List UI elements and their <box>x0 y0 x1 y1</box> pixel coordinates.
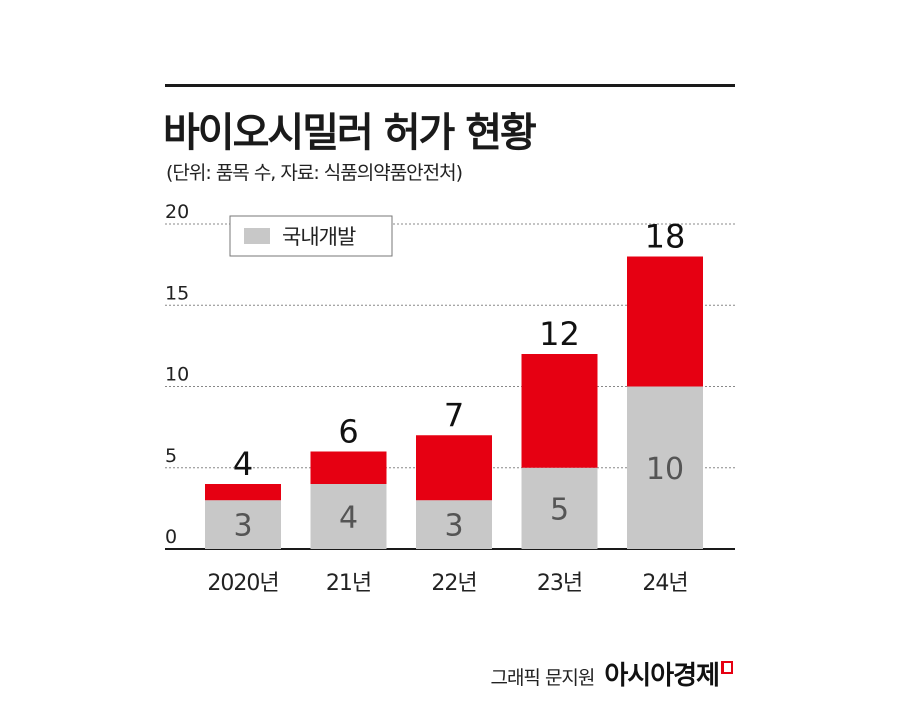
bar-domestic-0 <box>205 500 281 549</box>
bar-domestic-1 <box>310 484 387 549</box>
bar-domestic-4 <box>627 386 703 549</box>
domestic-value-label: 5 <box>550 492 569 527</box>
bar-other-4 <box>627 256 703 387</box>
label-layer: 0 5 10 15 20 3 4 2020년 4 6 21년 3 7 22년 5 12 23년 10 18 24년 <box>165 201 689 596</box>
x-tick-label: 22년 <box>431 571 476 596</box>
chart-subtitle: (단위: 품목 수, 자료: 식품의약품안전처) <box>166 162 463 184</box>
graphic-credit: 그래픽 문지원 <box>490 667 595 689</box>
bar-domestic-2 <box>416 500 492 549</box>
x-tick-label: 2020년 <box>207 571 278 596</box>
legend-box <box>229 215 393 257</box>
credit: 그래픽 문지원 아시아경제 <box>490 655 733 692</box>
top-rule <box>165 84 735 87</box>
chart-title: 바이오시밀러 허가 현황 <box>163 110 537 156</box>
bar-other-2 <box>416 435 492 501</box>
total-value-label: 6 <box>338 413 358 451</box>
legend-swatch <box>244 228 270 244</box>
total-value-label: 18 <box>645 218 686 256</box>
y-tick-label: 10 <box>165 364 189 386</box>
bar-other-1 <box>310 451 387 484</box>
domestic-value-label: 10 <box>646 452 684 487</box>
y-tick-label: 5 <box>165 445 177 467</box>
y-tick-label: 0 <box>165 526 177 548</box>
total-value-label: 12 <box>539 315 580 353</box>
x-tick-label: 21년 <box>326 571 371 596</box>
brand-logo: 아시아경제 <box>604 655 733 692</box>
bar-domestic-3 <box>521 467 598 549</box>
domestic-value-label: 4 <box>339 501 358 536</box>
brand-mark-icon <box>721 661 733 674</box>
brand-name: 아시아경제 <box>604 661 720 691</box>
domestic-value-label: 3 <box>233 509 252 544</box>
bar-other-3 <box>521 354 598 468</box>
total-value-label: 7 <box>444 396 464 434</box>
x-tick-label: 23년 <box>537 571 582 596</box>
y-tick-label: 20 <box>165 201 189 223</box>
bar-other-0 <box>205 484 281 501</box>
y-tick-label: 15 <box>165 282 189 304</box>
domestic-value-label: 3 <box>444 509 463 544</box>
x-tick-label: 24년 <box>642 571 687 596</box>
legend: 국내개발 <box>229 215 393 257</box>
legend-label: 국내개발 <box>282 225 356 249</box>
total-value-label: 4 <box>233 445 253 483</box>
bar-layer <box>205 256 703 549</box>
